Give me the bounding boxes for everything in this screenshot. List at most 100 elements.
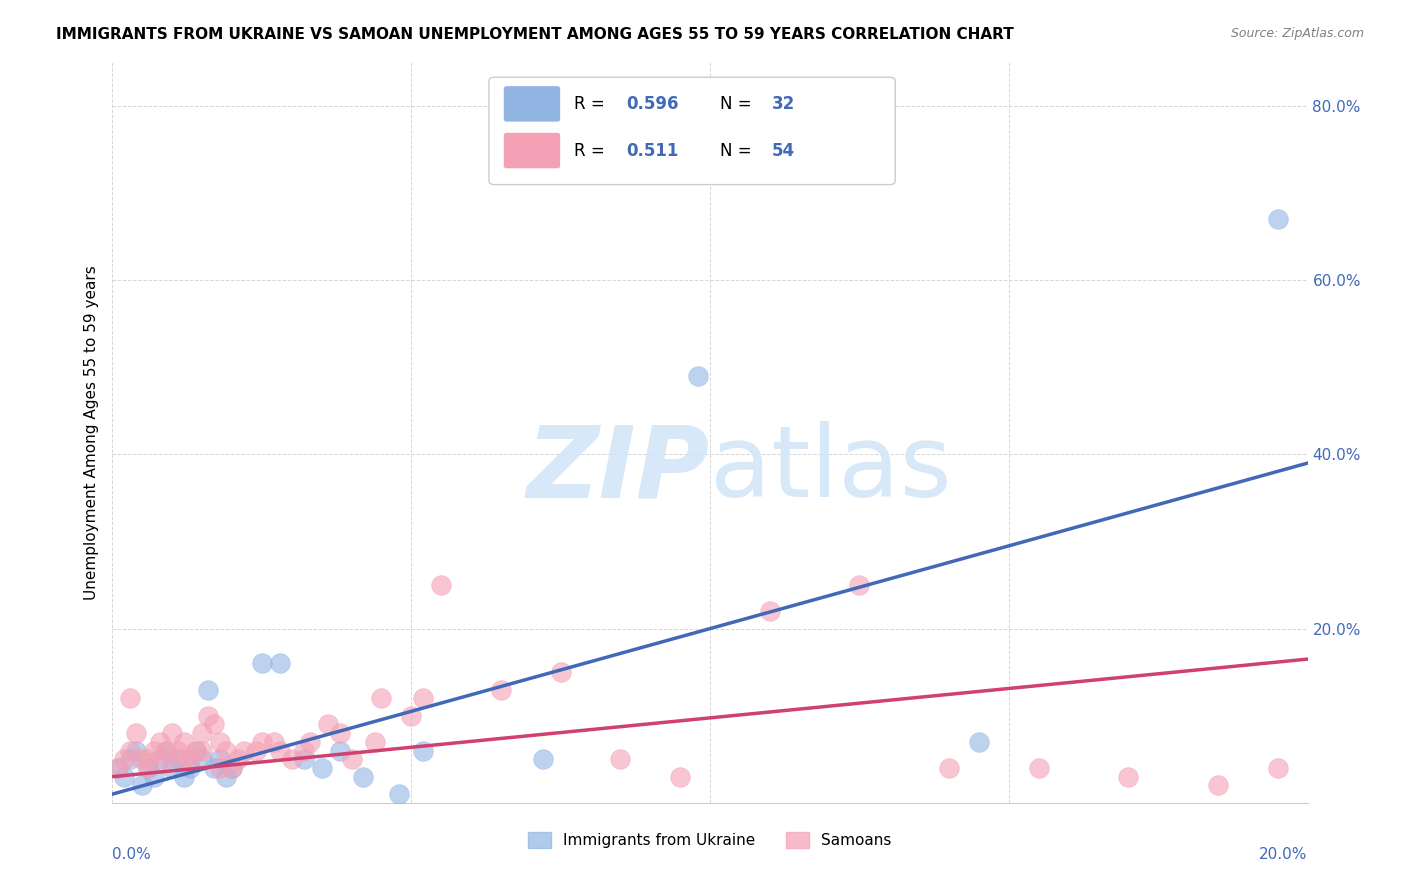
Point	[209, 752, 232, 766]
Point	[120, 691, 142, 706]
Text: 20.0%: 20.0%	[1260, 847, 1308, 863]
Point	[215, 743, 238, 757]
Text: 0.596: 0.596	[627, 95, 679, 113]
Point	[550, 665, 572, 680]
Text: R =: R =	[574, 142, 614, 160]
Point	[149, 735, 172, 749]
Point	[114, 770, 135, 784]
Text: 0.0%: 0.0%	[112, 847, 152, 863]
Legend: Immigrants from Ukraine, Samoans: Immigrants from Ukraine, Samoans	[522, 826, 898, 855]
Point	[173, 735, 195, 749]
Text: N =: N =	[720, 95, 756, 113]
Point	[149, 752, 172, 766]
Point	[292, 752, 315, 766]
Point	[609, 752, 631, 766]
Point	[316, 717, 339, 731]
Point	[197, 682, 219, 697]
Point	[143, 743, 166, 757]
Point	[848, 578, 870, 592]
Point	[131, 778, 153, 792]
Point	[281, 752, 304, 766]
Point	[531, 752, 554, 766]
Text: 0.511: 0.511	[627, 142, 679, 160]
Text: Source: ZipAtlas.com: Source: ZipAtlas.com	[1230, 27, 1364, 40]
Point	[191, 752, 214, 766]
Point	[173, 770, 195, 784]
Text: N =: N =	[720, 142, 756, 160]
Point	[311, 761, 333, 775]
Point	[191, 743, 214, 757]
Point	[669, 770, 692, 784]
FancyBboxPatch shape	[505, 134, 560, 168]
Point	[114, 752, 135, 766]
Point	[138, 761, 160, 775]
Point	[226, 752, 249, 766]
Text: atlas: atlas	[710, 421, 952, 518]
Point	[1206, 778, 1229, 792]
Point	[489, 682, 512, 697]
Point	[197, 708, 219, 723]
Point	[162, 761, 183, 775]
Point	[1118, 770, 1140, 784]
Point	[688, 369, 710, 384]
Point	[125, 743, 148, 757]
Point	[138, 752, 160, 766]
Point	[759, 604, 782, 618]
Point	[388, 787, 411, 801]
Point	[202, 717, 225, 731]
Point	[263, 735, 285, 749]
Point	[430, 578, 453, 592]
Text: 54: 54	[772, 142, 796, 160]
Point	[1267, 761, 1289, 775]
Point	[967, 735, 990, 749]
Point	[179, 752, 201, 766]
Point	[131, 752, 153, 766]
Point	[292, 743, 315, 757]
FancyBboxPatch shape	[489, 78, 896, 185]
Text: IMMIGRANTS FROM UKRAINE VS SAMOAN UNEMPLOYMENT AMONG AGES 55 TO 59 YEARS CORRELA: IMMIGRANTS FROM UKRAINE VS SAMOAN UNEMPL…	[56, 27, 1014, 42]
Point	[233, 743, 256, 757]
Point	[191, 726, 214, 740]
Point	[162, 726, 183, 740]
Point	[107, 761, 129, 775]
Point	[1028, 761, 1050, 775]
Point	[329, 726, 352, 740]
Point	[329, 743, 352, 757]
Point	[412, 743, 434, 757]
Text: ZIP: ZIP	[527, 421, 710, 518]
Point	[155, 743, 177, 757]
Point	[215, 770, 238, 784]
Y-axis label: Unemployment Among Ages 55 to 59 years: Unemployment Among Ages 55 to 59 years	[83, 265, 98, 600]
Point	[938, 761, 960, 775]
Point	[370, 691, 392, 706]
Point	[186, 743, 208, 757]
Point	[245, 743, 267, 757]
Point	[250, 657, 273, 671]
Point	[298, 735, 321, 749]
Point	[120, 743, 142, 757]
Point	[209, 761, 232, 775]
Point	[401, 708, 423, 723]
Point	[364, 735, 387, 749]
Point	[155, 743, 177, 757]
Point	[143, 770, 166, 784]
Point	[167, 752, 190, 766]
Point	[179, 761, 201, 775]
Point	[125, 726, 148, 740]
Point	[120, 752, 142, 766]
Point	[250, 735, 273, 749]
Point	[412, 691, 434, 706]
Text: 32: 32	[772, 95, 796, 113]
Point	[269, 657, 291, 671]
Point	[202, 761, 225, 775]
Point	[1267, 212, 1289, 227]
Point	[269, 743, 291, 757]
Point	[221, 761, 243, 775]
Point	[173, 752, 195, 766]
Point	[186, 743, 208, 757]
Text: R =: R =	[574, 95, 610, 113]
Point	[107, 761, 129, 775]
Point	[138, 761, 160, 775]
FancyBboxPatch shape	[505, 87, 560, 121]
Point	[209, 735, 232, 749]
